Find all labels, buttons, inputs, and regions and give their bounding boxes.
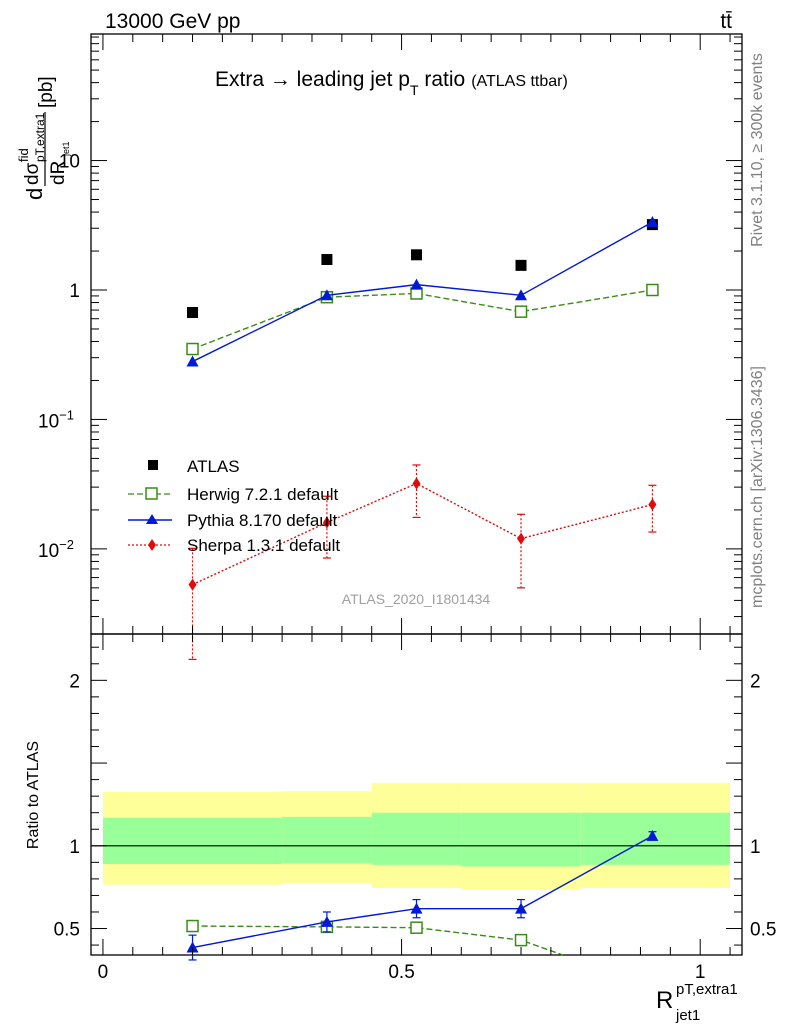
analysis-id: ATLAS_2020_I1801434 bbox=[342, 591, 491, 607]
ylabel-den: dR bbox=[48, 161, 69, 185]
main-y-tick-label: 10−1 bbox=[38, 407, 74, 432]
main-y-axis-label: d dσ fid pT,extra1 dR jet1 [pb] bbox=[16, 76, 71, 200]
data-point-atlas bbox=[411, 249, 422, 261]
band-green bbox=[102, 817, 283, 864]
ratio-y-tick-label: 0.5 bbox=[54, 920, 80, 941]
legend-label-pythia: Pythia 8.170 default bbox=[187, 511, 338, 530]
rivet-label: Rivet 3.1.10, ≥ 300k events bbox=[749, 53, 766, 247]
x-tick-label: 1 bbox=[695, 962, 706, 983]
main-series-layer bbox=[186, 216, 659, 661]
data-point-pythia bbox=[646, 216, 659, 228]
ratio-point-pythia bbox=[646, 829, 659, 841]
ratio-line-herwig bbox=[192, 925, 564, 956]
data-point-sherpa bbox=[412, 477, 421, 490]
band-green bbox=[461, 812, 581, 867]
xlabel-sub: jet1 bbox=[675, 1007, 700, 1024]
data-point-herwig bbox=[646, 283, 659, 297]
xlabel-sup: pT,extra1 bbox=[676, 981, 738, 998]
header-final-state: tt̄ bbox=[720, 10, 732, 33]
main-y-tick-label: 10−2 bbox=[38, 537, 74, 562]
legend-label-atlas: ATLAS bbox=[187, 457, 240, 476]
data-point-herwig bbox=[186, 342, 199, 356]
data-point-pythia bbox=[515, 289, 528, 301]
x-tick-label: 0 bbox=[98, 962, 109, 983]
header-process: 13000 GeV pp bbox=[105, 10, 240, 33]
data-point-sherpa bbox=[322, 516, 331, 529]
ratio-y-ticks: 0.5 0.5 1 1 2 2 bbox=[54, 646, 776, 946]
ratio-y-axis-label: Ratio to ATLAS bbox=[25, 741, 42, 849]
main-title: Extra → leading jet pT ratio (ATLAS ttbar… bbox=[215, 68, 568, 98]
ylabel-den-sub: jet1 bbox=[61, 141, 71, 157]
x-axis-ticks: 0 0.5 1 bbox=[98, 34, 731, 983]
ratio-y-tick-label: 2 bbox=[69, 671, 80, 692]
ylabel-num-sub: pT,extra1 bbox=[33, 112, 47, 162]
main-y-tick-label: 10 bbox=[59, 152, 80, 173]
main-y-tick-label: 1 bbox=[69, 281, 80, 302]
xlabel-main: R bbox=[656, 987, 673, 1014]
data-point-sherpa bbox=[188, 578, 197, 591]
data-point-herwig bbox=[514, 305, 528, 318]
legend-marker-pythia bbox=[146, 514, 158, 524]
ratio-point-herwig bbox=[186, 919, 199, 933]
legend-marker-sherpa bbox=[148, 539, 156, 551]
ratio-point-herwig bbox=[514, 933, 528, 947]
data-point-sherpa bbox=[517, 532, 526, 545]
data-point-atlas bbox=[515, 259, 527, 271]
ylabel-unit: [pb] bbox=[36, 76, 57, 108]
ratio-frame bbox=[90, 633, 743, 956]
ratio-y-tick-label-right: 2 bbox=[750, 671, 761, 692]
data-point-pythia bbox=[186, 355, 199, 367]
ratio-point-pythia bbox=[410, 902, 423, 914]
ylabel-prefix: d bbox=[22, 188, 47, 200]
ratio-y-tick-label: 1 bbox=[69, 837, 80, 858]
ratio-uncertainty-bands bbox=[91, 782, 742, 890]
ratio-panel: 0.5 0.5 1 1 2 2 Ratio to ATLAS bbox=[25, 633, 776, 961]
ratio-y-tick-label-right: 1 bbox=[750, 837, 761, 858]
main-y-ticks: 10−2 10−1 1 10 bbox=[38, 36, 742, 618]
band-green bbox=[371, 812, 462, 865]
x-tick-label: 0.5 bbox=[388, 962, 414, 983]
ylabel-num: dσ bbox=[22, 162, 43, 185]
main-panel: 10−2 10−1 1 10 Extra → leading jet pT ratio… bbox=[16, 33, 743, 661]
band-green bbox=[282, 816, 372, 864]
legend: ATLAS Herwig 7.2.1 default Pythia 8.170 … bbox=[128, 457, 340, 555]
ratio-point-pythia bbox=[320, 915, 333, 927]
ratio-y-tick-label-right: 0.5 bbox=[750, 920, 776, 941]
ylabel-num-sup: fid bbox=[16, 148, 31, 162]
legend-marker-atlas bbox=[148, 460, 158, 470]
x-axis-label: R pT,extra1 jet1 bbox=[656, 981, 738, 1024]
data-point-sherpa bbox=[648, 498, 657, 511]
legend-marker-herwig bbox=[145, 487, 158, 500]
data-point-pythia bbox=[320, 289, 333, 301]
legend-label-herwig: Herwig 7.2.1 default bbox=[187, 485, 338, 504]
ratio-point-pythia bbox=[515, 902, 528, 914]
data-point-atlas bbox=[321, 254, 333, 266]
ratio-point-herwig bbox=[410, 921, 423, 934]
legend-label-sherpa: Sherpa 1.3.1 default bbox=[187, 536, 340, 555]
data-point-atlas bbox=[187, 307, 199, 319]
mcplots-label: mcplots.cern.ch [arXiv:1306.3436] bbox=[749, 366, 766, 608]
data-point-pythia bbox=[410, 278, 423, 290]
